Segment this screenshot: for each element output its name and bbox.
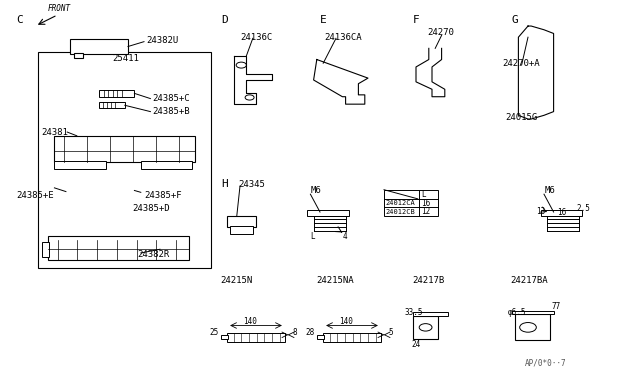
Text: 4: 4 (342, 232, 347, 241)
Text: 24215NA: 24215NA (317, 276, 355, 285)
Text: 12: 12 (421, 207, 430, 216)
Text: L: L (421, 190, 426, 199)
Text: 25: 25 (209, 328, 218, 337)
Text: FRONT: FRONT (48, 4, 71, 13)
Bar (54, 136, 195, 162)
Text: 28: 28 (305, 328, 314, 337)
Text: 33.5: 33.5 (404, 308, 423, 317)
Bar (384, 190, 438, 216)
Text: 140: 140 (243, 317, 257, 326)
Text: 24136CA: 24136CA (324, 33, 362, 42)
Text: AP/0*0··7: AP/0*0··7 (525, 358, 566, 367)
Bar (70, 39, 128, 54)
Text: L: L (310, 232, 315, 241)
Bar (413, 312, 448, 316)
Bar (413, 316, 438, 339)
Text: 77: 77 (552, 302, 561, 311)
Text: G: G (512, 15, 519, 25)
Text: 24215N: 24215N (221, 276, 253, 285)
Text: H: H (221, 179, 228, 189)
Text: 24012CB: 24012CB (386, 209, 415, 215)
Text: 24012CA: 24012CA (386, 200, 415, 206)
Text: 2.5: 2.5 (576, 204, 590, 213)
Bar (99, 102, 125, 108)
Bar (54, 161, 106, 169)
Bar (307, 210, 349, 216)
Text: M6: M6 (311, 186, 322, 195)
Text: 24382R: 24382R (138, 250, 170, 259)
Text: 140: 140 (339, 317, 353, 326)
Bar (227, 216, 256, 227)
Bar (141, 161, 192, 169)
Text: C: C (16, 15, 23, 25)
Text: 24217B: 24217B (413, 276, 445, 285)
Text: 8: 8 (292, 328, 297, 337)
Text: 24: 24 (412, 340, 420, 349)
Text: 5: 5 (388, 328, 393, 337)
Text: F: F (413, 15, 420, 25)
Bar (74, 53, 83, 58)
Bar (512, 311, 554, 314)
Bar (230, 226, 253, 234)
Text: 24217BA: 24217BA (511, 276, 548, 285)
Text: D: D (221, 15, 228, 25)
Text: 24382U: 24382U (146, 36, 178, 45)
Bar (42, 242, 49, 257)
Bar (48, 236, 189, 260)
Text: 24385+D: 24385+D (132, 204, 170, 213)
Bar (99, 90, 134, 97)
Text: 16: 16 (557, 208, 566, 217)
Text: 24385+C: 24385+C (152, 94, 190, 103)
Text: 24270+A: 24270+A (502, 60, 540, 68)
Bar (317, 335, 324, 339)
Text: 16: 16 (421, 199, 430, 208)
Text: 24345: 24345 (238, 180, 265, 189)
Text: 25411: 25411 (112, 54, 139, 63)
Text: 24385+E: 24385+E (16, 191, 54, 200)
Bar (38, 52, 211, 268)
Bar (221, 335, 228, 339)
Bar (227, 333, 285, 342)
Text: 13: 13 (536, 207, 545, 216)
Bar (515, 314, 550, 340)
Bar (323, 333, 381, 342)
Text: 24015G: 24015G (506, 113, 538, 122)
Text: 24385+F: 24385+F (144, 191, 182, 200)
Text: 24136C: 24136C (240, 33, 272, 42)
Text: 24381: 24381 (42, 128, 68, 137)
Text: M6: M6 (545, 186, 556, 195)
Text: φ6.5: φ6.5 (508, 308, 526, 317)
Bar (541, 210, 582, 216)
Text: 24385+B: 24385+B (152, 107, 190, 116)
Text: 24270: 24270 (428, 28, 454, 37)
Text: E: E (320, 15, 327, 25)
